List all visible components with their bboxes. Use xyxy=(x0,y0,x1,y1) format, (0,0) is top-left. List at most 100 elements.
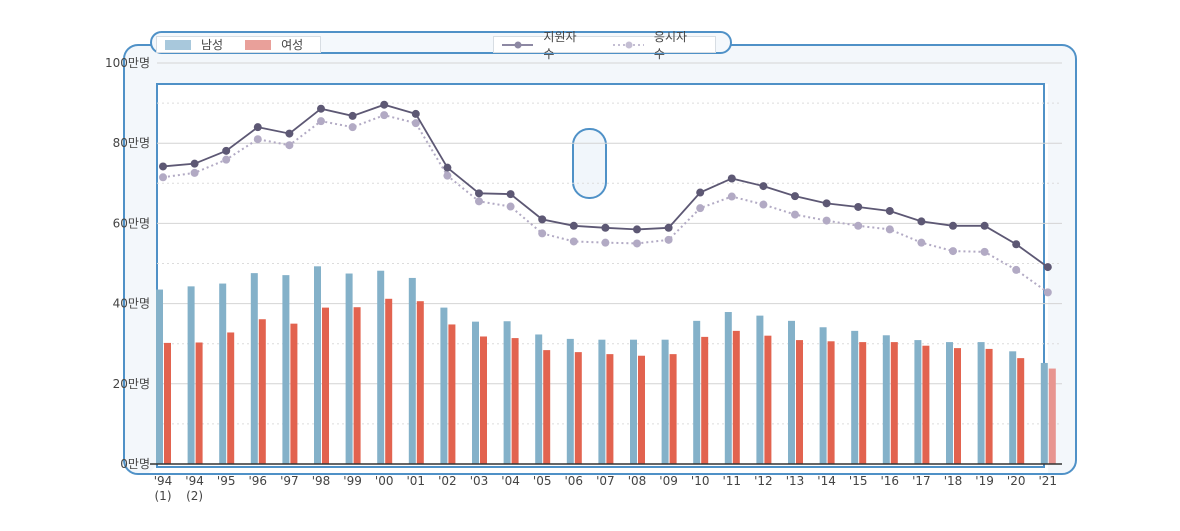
x-tick-label-line: '17 xyxy=(912,474,931,488)
point-examinees xyxy=(317,117,325,126)
lines-layer xyxy=(159,100,1052,297)
bar-female xyxy=(543,350,551,464)
legend-swatch-examinees xyxy=(612,41,644,48)
bar-female xyxy=(638,355,645,464)
point-applicants xyxy=(159,162,167,171)
x-tick-label: '04 xyxy=(501,474,520,488)
bar-male xyxy=(914,340,922,464)
legend-item-applicants[interactable]: 지원자 수 xyxy=(502,28,591,62)
bar-female xyxy=(258,319,266,464)
x-tick-label-line: '10 xyxy=(691,474,710,488)
point-examinees xyxy=(475,197,483,206)
point-applicants xyxy=(506,190,515,199)
x-tick-label: '17 xyxy=(912,474,931,488)
point-applicants xyxy=(822,199,831,208)
legend-item-examinees[interactable]: 응시자 수 xyxy=(612,28,702,62)
bar-female xyxy=(448,324,456,464)
bar-female xyxy=(701,336,709,464)
highlight-pill xyxy=(572,128,607,199)
point-applicants xyxy=(380,100,389,109)
point-applicants xyxy=(791,192,799,201)
point-applicants xyxy=(443,163,452,172)
legend-item-female[interactable]: 여성 xyxy=(245,36,303,53)
x-tick-label-line: '01 xyxy=(407,474,426,488)
point-applicants xyxy=(949,221,957,230)
point-applicants xyxy=(317,104,325,113)
x-tick-label: '05 xyxy=(533,474,552,488)
legend-swatch-male xyxy=(165,39,191,50)
x-tick-label: '94 (1) xyxy=(154,474,173,503)
x-tick-label-line: '94 xyxy=(185,474,204,488)
x-tick-label: '11 xyxy=(723,474,742,488)
x-tick-label: '20 xyxy=(1007,474,1026,488)
bar-female xyxy=(606,354,614,464)
legend-label-male: 남성 xyxy=(201,38,224,52)
x-tick-label: '01 xyxy=(407,474,426,488)
bar-male xyxy=(1009,351,1017,464)
point-applicants xyxy=(727,174,736,183)
bar-female xyxy=(227,332,235,464)
bar-male xyxy=(377,270,385,464)
bar-female xyxy=(195,342,203,464)
bar-male xyxy=(219,283,227,464)
bar-female xyxy=(290,323,298,464)
bar-male xyxy=(345,273,353,464)
point-applicants xyxy=(411,109,420,118)
x-tick-label: '16 xyxy=(881,474,900,488)
bar-male xyxy=(156,289,163,464)
bar-male xyxy=(472,321,479,464)
bar-female xyxy=(574,352,582,464)
bar-male xyxy=(187,286,195,464)
bars-layer xyxy=(150,266,1062,465)
point-applicants xyxy=(1043,263,1052,272)
bar-female xyxy=(954,348,961,464)
point-applicants xyxy=(569,221,578,230)
bar-female xyxy=(827,341,835,464)
point-examinees xyxy=(727,192,736,201)
point-examinees xyxy=(822,216,831,225)
bar-female xyxy=(669,354,677,464)
legend-label-applicants: 지원자 수 xyxy=(543,29,577,61)
bar-male xyxy=(250,273,258,464)
point-applicants xyxy=(759,182,768,191)
bar-female xyxy=(416,301,424,464)
x-tick-label: '09 xyxy=(659,474,678,488)
x-tick-label-line: '14 xyxy=(817,474,836,488)
y-tick-label: 100만명 xyxy=(105,56,150,70)
point-applicants xyxy=(917,217,926,226)
point-applicants xyxy=(475,189,483,198)
x-tick-label-line: '02 xyxy=(438,474,457,488)
x-tick-label-line: '13 xyxy=(786,474,805,488)
bar-male xyxy=(882,335,890,464)
point-applicants xyxy=(1012,240,1021,249)
x-tick-label-line: '03 xyxy=(470,474,489,488)
x-tick-label-line: '16 xyxy=(881,474,900,488)
x-tick-label-line: '11 xyxy=(723,474,742,488)
x-tick-label: '08 xyxy=(628,474,647,488)
legend-lines-group: 지원자 수 응시자 수 xyxy=(493,30,716,61)
y-tick-label: 40만명 xyxy=(113,297,150,311)
point-examinees xyxy=(253,135,262,144)
x-tick-label: '02 xyxy=(438,474,457,488)
x-tick-label: '96 xyxy=(249,474,268,488)
bar-male xyxy=(314,266,321,464)
legend-item-male[interactable]: 남성 xyxy=(165,36,223,53)
x-tick-label-line: '95 xyxy=(217,474,236,488)
point-examinees xyxy=(1043,288,1052,297)
bar-female xyxy=(353,307,361,464)
bar-male xyxy=(661,339,669,464)
y-tick-label: 80만명 xyxy=(113,136,150,150)
bar-male xyxy=(440,307,448,464)
point-examinees xyxy=(917,238,926,247)
point-applicants xyxy=(854,202,863,211)
bar-male xyxy=(946,342,953,464)
bar-male xyxy=(788,320,795,464)
bar-female xyxy=(480,336,487,464)
legend-swatch-applicants xyxy=(502,41,534,48)
x-tick-label: '03 xyxy=(470,474,489,488)
bar-female xyxy=(922,345,930,464)
point-applicants xyxy=(348,111,357,120)
point-examinees xyxy=(601,238,610,247)
point-applicants xyxy=(190,159,199,168)
bar-male xyxy=(977,342,985,464)
